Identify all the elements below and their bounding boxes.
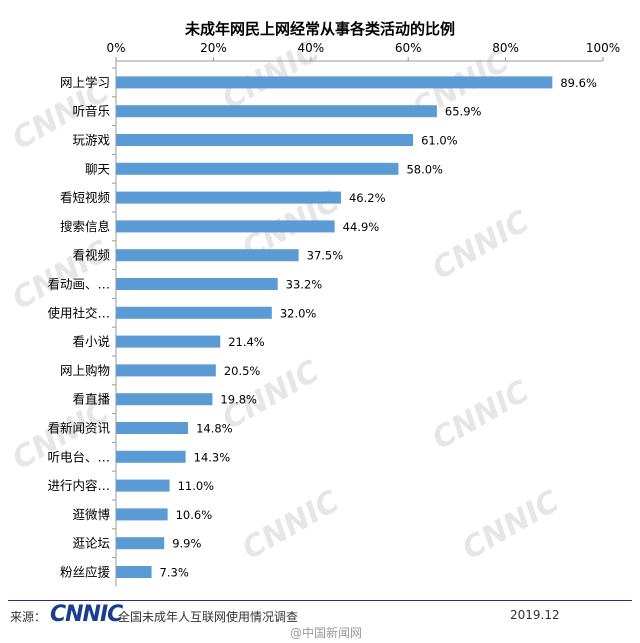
bar xyxy=(116,220,335,233)
category-label: 看动画、… xyxy=(47,277,110,292)
value-label: 32.0% xyxy=(280,306,317,320)
category-label: 看直播 xyxy=(72,392,110,407)
value-label: 10.6% xyxy=(176,508,213,522)
category-label: 听电台、… xyxy=(47,449,110,464)
value-label: 11.0% xyxy=(178,479,215,493)
value-label: 37.5% xyxy=(307,249,344,263)
value-label: 58.0% xyxy=(406,162,443,176)
x-tick-label: 40% xyxy=(297,41,324,55)
bar xyxy=(116,105,437,118)
bar xyxy=(116,364,216,377)
category-label: 玩游戏 xyxy=(72,133,110,148)
x-tick-label: 100% xyxy=(586,41,620,55)
value-label: 14.8% xyxy=(196,422,233,436)
category-label: 看短视频 xyxy=(60,190,111,205)
category-label: 看小说 xyxy=(72,334,110,349)
cnnic-logo: CNNIC xyxy=(50,602,123,627)
x-axis: 0% 20% 40% 60% 80% 100% xyxy=(106,41,620,587)
bar xyxy=(116,134,414,146)
value-label: 61.0% xyxy=(421,134,458,148)
x-tick-label: 20% xyxy=(200,41,227,55)
watermark-text: CNNIC xyxy=(237,484,346,567)
footer: 来源： CNNIC 全国未成年人互联网使用情况调查 2019.12 @中国新闻网 xyxy=(0,598,640,643)
category-label: 逛微博 xyxy=(72,507,110,522)
value-label: 21.4% xyxy=(228,335,265,349)
value-label: 46.2% xyxy=(349,191,386,205)
survey-name: 全国未成年人互联网使用情况调查 xyxy=(118,610,299,624)
value-label: 20.5% xyxy=(224,364,261,378)
x-tick-label: 80% xyxy=(492,41,519,55)
bar xyxy=(116,537,165,550)
category-label: 进行内容… xyxy=(47,478,110,493)
bar xyxy=(116,508,168,521)
category-label: 看新闻资讯 xyxy=(47,421,110,436)
watermark-text: CNNIC xyxy=(427,374,536,457)
bar xyxy=(116,479,170,492)
watermark-text: CNNIC xyxy=(457,484,566,567)
source-label: 来源： xyxy=(10,610,47,624)
value-label: 65.9% xyxy=(445,105,482,119)
bars: 网上学习 89.6% 听音乐 65.9% 玩游戏 61.0% 聊天 58.0% 看短视频 46.2… xyxy=(47,67,597,580)
category-label: 看视频 xyxy=(72,248,110,263)
bar-chart: 未成年网民上网经常从事各类活动的比例 CNNIC CNNIC CNNICCNNICC… xyxy=(7,20,620,587)
bar xyxy=(116,566,152,578)
bar xyxy=(116,76,553,89)
chart-title: 未成年网民上网经常从事各类活动的比例 xyxy=(184,20,455,38)
value-label: 7.3% xyxy=(160,566,189,580)
bar xyxy=(116,306,272,319)
watermark-text: CNNIC xyxy=(427,204,536,287)
bar xyxy=(116,191,341,204)
weibo-watermark: @中国新闻网 xyxy=(290,626,363,640)
category-label: 听音乐 xyxy=(72,104,110,119)
report-date: 2019.12 xyxy=(510,608,560,622)
x-tick-label: 60% xyxy=(395,41,422,55)
category-label: 使用社交… xyxy=(47,305,110,320)
category-label: 聊天 xyxy=(85,161,111,176)
value-label: 44.9% xyxy=(343,220,380,234)
x-tick-label: 0% xyxy=(106,41,125,55)
value-label: 14.3% xyxy=(194,450,231,464)
bar xyxy=(116,393,213,406)
category-label: 网上购物 xyxy=(60,363,110,378)
category-label: 逛论坛 xyxy=(72,536,110,551)
bar xyxy=(116,278,278,290)
bar xyxy=(116,335,221,348)
category-label: 网上学习 xyxy=(60,75,110,90)
bar xyxy=(116,450,186,463)
bar xyxy=(116,249,299,262)
value-label: 33.2% xyxy=(286,278,323,292)
value-label: 19.8% xyxy=(220,393,257,407)
footer-divider xyxy=(8,600,632,601)
value-label: 9.9% xyxy=(172,537,201,551)
category-label: 粉丝应援 xyxy=(60,565,111,580)
bar xyxy=(116,162,399,175)
category-label: 搜索信息 xyxy=(60,219,110,234)
value-label: 89.6% xyxy=(560,76,597,90)
bar xyxy=(116,422,189,434)
